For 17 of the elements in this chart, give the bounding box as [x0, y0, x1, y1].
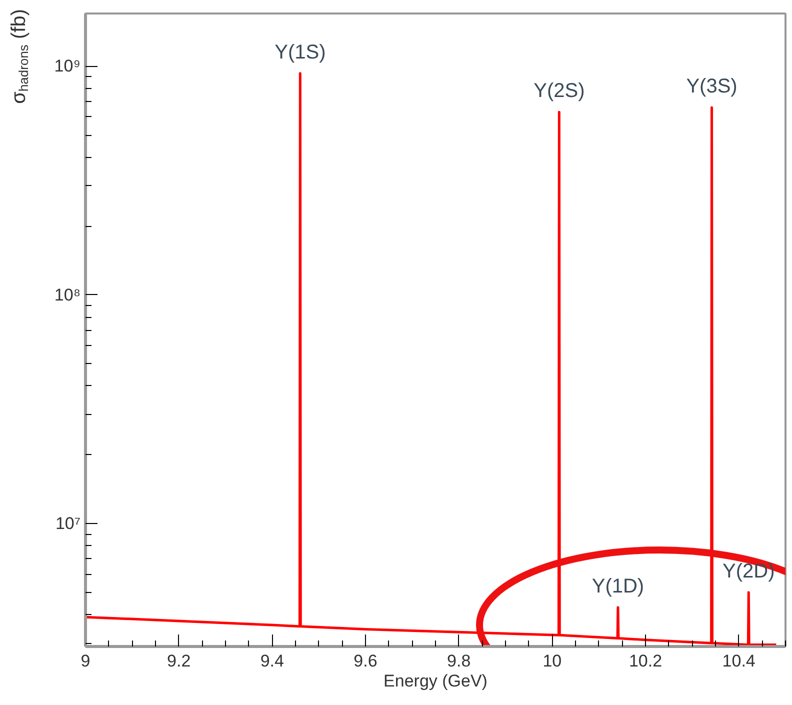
- x-tick-label: 9.6: [354, 652, 378, 670]
- x-axis-title: Energy (GeV): [384, 672, 488, 690]
- x-tick-label: 9.4: [260, 652, 284, 670]
- y-tick-label: 10⁷: [55, 514, 80, 534]
- x-tick-label: 10.2: [628, 652, 662, 670]
- annotation: Υ(3S): [686, 75, 738, 98]
- x-tick-label: 10: [542, 652, 562, 670]
- y-tick-label: 10⁸: [54, 285, 81, 304]
- x-tick-label: 9: [80, 652, 90, 670]
- x-tick-label: 9.2: [167, 652, 191, 670]
- annotation: Υ(1D): [592, 575, 644, 598]
- y-tick-label: 10⁹: [54, 56, 81, 76]
- x-tick-label: 9.8: [447, 652, 471, 670]
- annotation: Υ(2S): [534, 80, 585, 102]
- annotation: Υ(2D): [722, 560, 775, 582]
- x-tick-label: 10.4: [722, 652, 756, 670]
- annotation: Υ(1S): [274, 41, 326, 64]
